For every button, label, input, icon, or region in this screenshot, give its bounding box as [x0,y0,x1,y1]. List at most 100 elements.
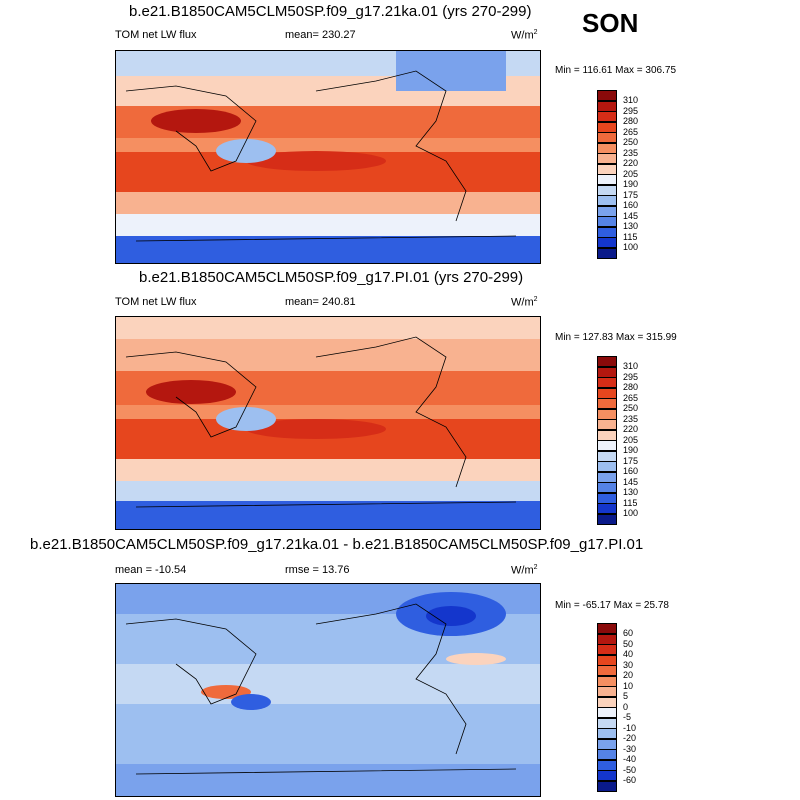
colorbar-label: 160 [623,466,639,476]
colorbar-box [597,100,617,112]
colorbar-box [597,356,617,367]
colorbar-box [597,205,617,217]
panel-2-minmax: Min = 127.83 Max = 315.99 [555,332,677,343]
colorbar-box [597,780,617,792]
map-band-tropics [116,664,540,704]
colorbar-label: 310 [623,95,639,105]
colorbar-box [597,450,617,462]
colorbar-label: 130 [623,487,639,497]
colorbar-label: 190 [623,179,639,189]
map-warm-anomaly-pacific [446,653,506,665]
colorbar-box [597,184,617,196]
map-band-south-high [116,481,540,501]
colorbar-box [597,749,617,760]
colorbar-label: -60 [623,775,637,785]
colorbar-label: 50 [623,638,634,649]
colorbar-label: 235 [623,147,639,158]
panel-2-colorbar: 310 295 280 265 250 235 220 205 190 175 160 145 130 1… [597,356,657,525]
map-convection [216,407,276,431]
map-band-south-mid [116,192,540,214]
panel-3-map [115,583,541,797]
colorbar-box [597,492,617,504]
colorbar-box [597,111,617,122]
colorbar-label: 0 [623,701,629,712]
panel-1-map [115,50,541,264]
colorbar-box [597,226,617,238]
colorbar-box [597,247,617,259]
map-band-south [116,764,540,796]
map-warm-pool [246,151,386,171]
colorbar-box [597,707,617,718]
colorbar-box [597,174,617,185]
colorbar-label: 265 [623,392,639,403]
colorbar-box [597,398,617,409]
map-sahara [146,380,236,404]
map-cold-anomaly-maritime [231,694,271,710]
colorbar-label: 115 [623,231,638,242]
colorbar-label: 60 [623,628,634,638]
colorbar-box [597,513,617,525]
colorbar-label: 5 [623,691,629,701]
colorbar-label: 295 [623,105,639,116]
colorbar-box [597,121,617,133]
colorbar-box [597,728,617,739]
colorbar-box [597,471,617,483]
colorbar-label: 115 [623,497,638,508]
colorbar-label: 235 [623,413,639,424]
colorbar-box [597,142,617,154]
colorbar-label: 100 [623,242,639,252]
colorbar-box [597,644,617,655]
map-coastlines [125,336,517,508]
panel-3-title: b.e21.B1850CAM5CLM50SP.f09_g17.21ka.01 -… [30,536,644,553]
map-band-antarctic [116,501,540,529]
colorbar-box [597,440,617,451]
map-band-north-polar [116,317,540,339]
colorbar-label: 10 [623,680,634,691]
colorbar-box [597,482,617,493]
panel-1-title: b.e21.B1850CAM5CLM50SP.f09_g17.21ka.01 (… [129,3,532,20]
panel-3-units: W/m2 [511,564,538,577]
colorbar-box [597,419,617,430]
map-band-south-high [116,214,540,236]
panel-1-variable-label: TOM net LW flux [115,29,197,41]
panel-2-map [115,316,541,530]
map-band-south-mid [116,459,540,481]
colorbar-label: 250 [623,403,639,413]
colorbar-label: 160 [623,200,639,210]
colorbar-label: 130 [623,221,639,231]
panel-3-colorbar: 60 50 40 30 20 10 5 0 -5 -10 -20 -30 -40 -50 -60 [597,623,657,792]
colorbar-box [597,153,617,164]
map-warm-pool [246,419,386,439]
map-band-equator [116,405,540,419]
colorbar-box [597,216,617,227]
panel-2-units: W/m2 [511,296,538,309]
colorbar-label: 250 [623,137,639,147]
colorbar-label: 145 [623,210,639,221]
colorbar-label: 205 [623,434,639,445]
map-band-equator [116,138,540,152]
colorbar-box [597,717,617,729]
colorbar-box [597,759,617,771]
colorbar-label: -5 [623,712,632,722]
colorbar-box [597,237,617,248]
panel-3-minmax: Min = -65.17 Max = 25.78 [555,600,669,611]
colorbar-box [597,654,617,666]
panel-2-title: b.e21.B1850CAM5CLM50SP.f09_g17.PI.01 (yr… [139,269,524,286]
colorbar-box [597,461,617,472]
panel-2-variable-label: TOM net LW flux [115,296,197,308]
colorbar-label: 295 [623,371,639,382]
panel-3-mean-label: mean = -10.54 [115,564,187,576]
colorbar-box [597,675,617,687]
colorbar-box [597,132,617,143]
colorbar-box [597,770,617,781]
colorbar-box [597,429,617,441]
colorbar-label: -10 [623,722,637,733]
map-ice-sheet-core [426,606,476,626]
colorbar-label: -50 [623,764,637,775]
colorbar-label: 30 [623,659,634,670]
map-sahara [151,109,241,133]
colorbar-label: -40 [623,754,637,764]
panel-3-rmse-label: rmse = 13.76 [285,564,350,576]
colorbar-box [597,738,617,750]
colorbar-label: 220 [623,158,639,168]
